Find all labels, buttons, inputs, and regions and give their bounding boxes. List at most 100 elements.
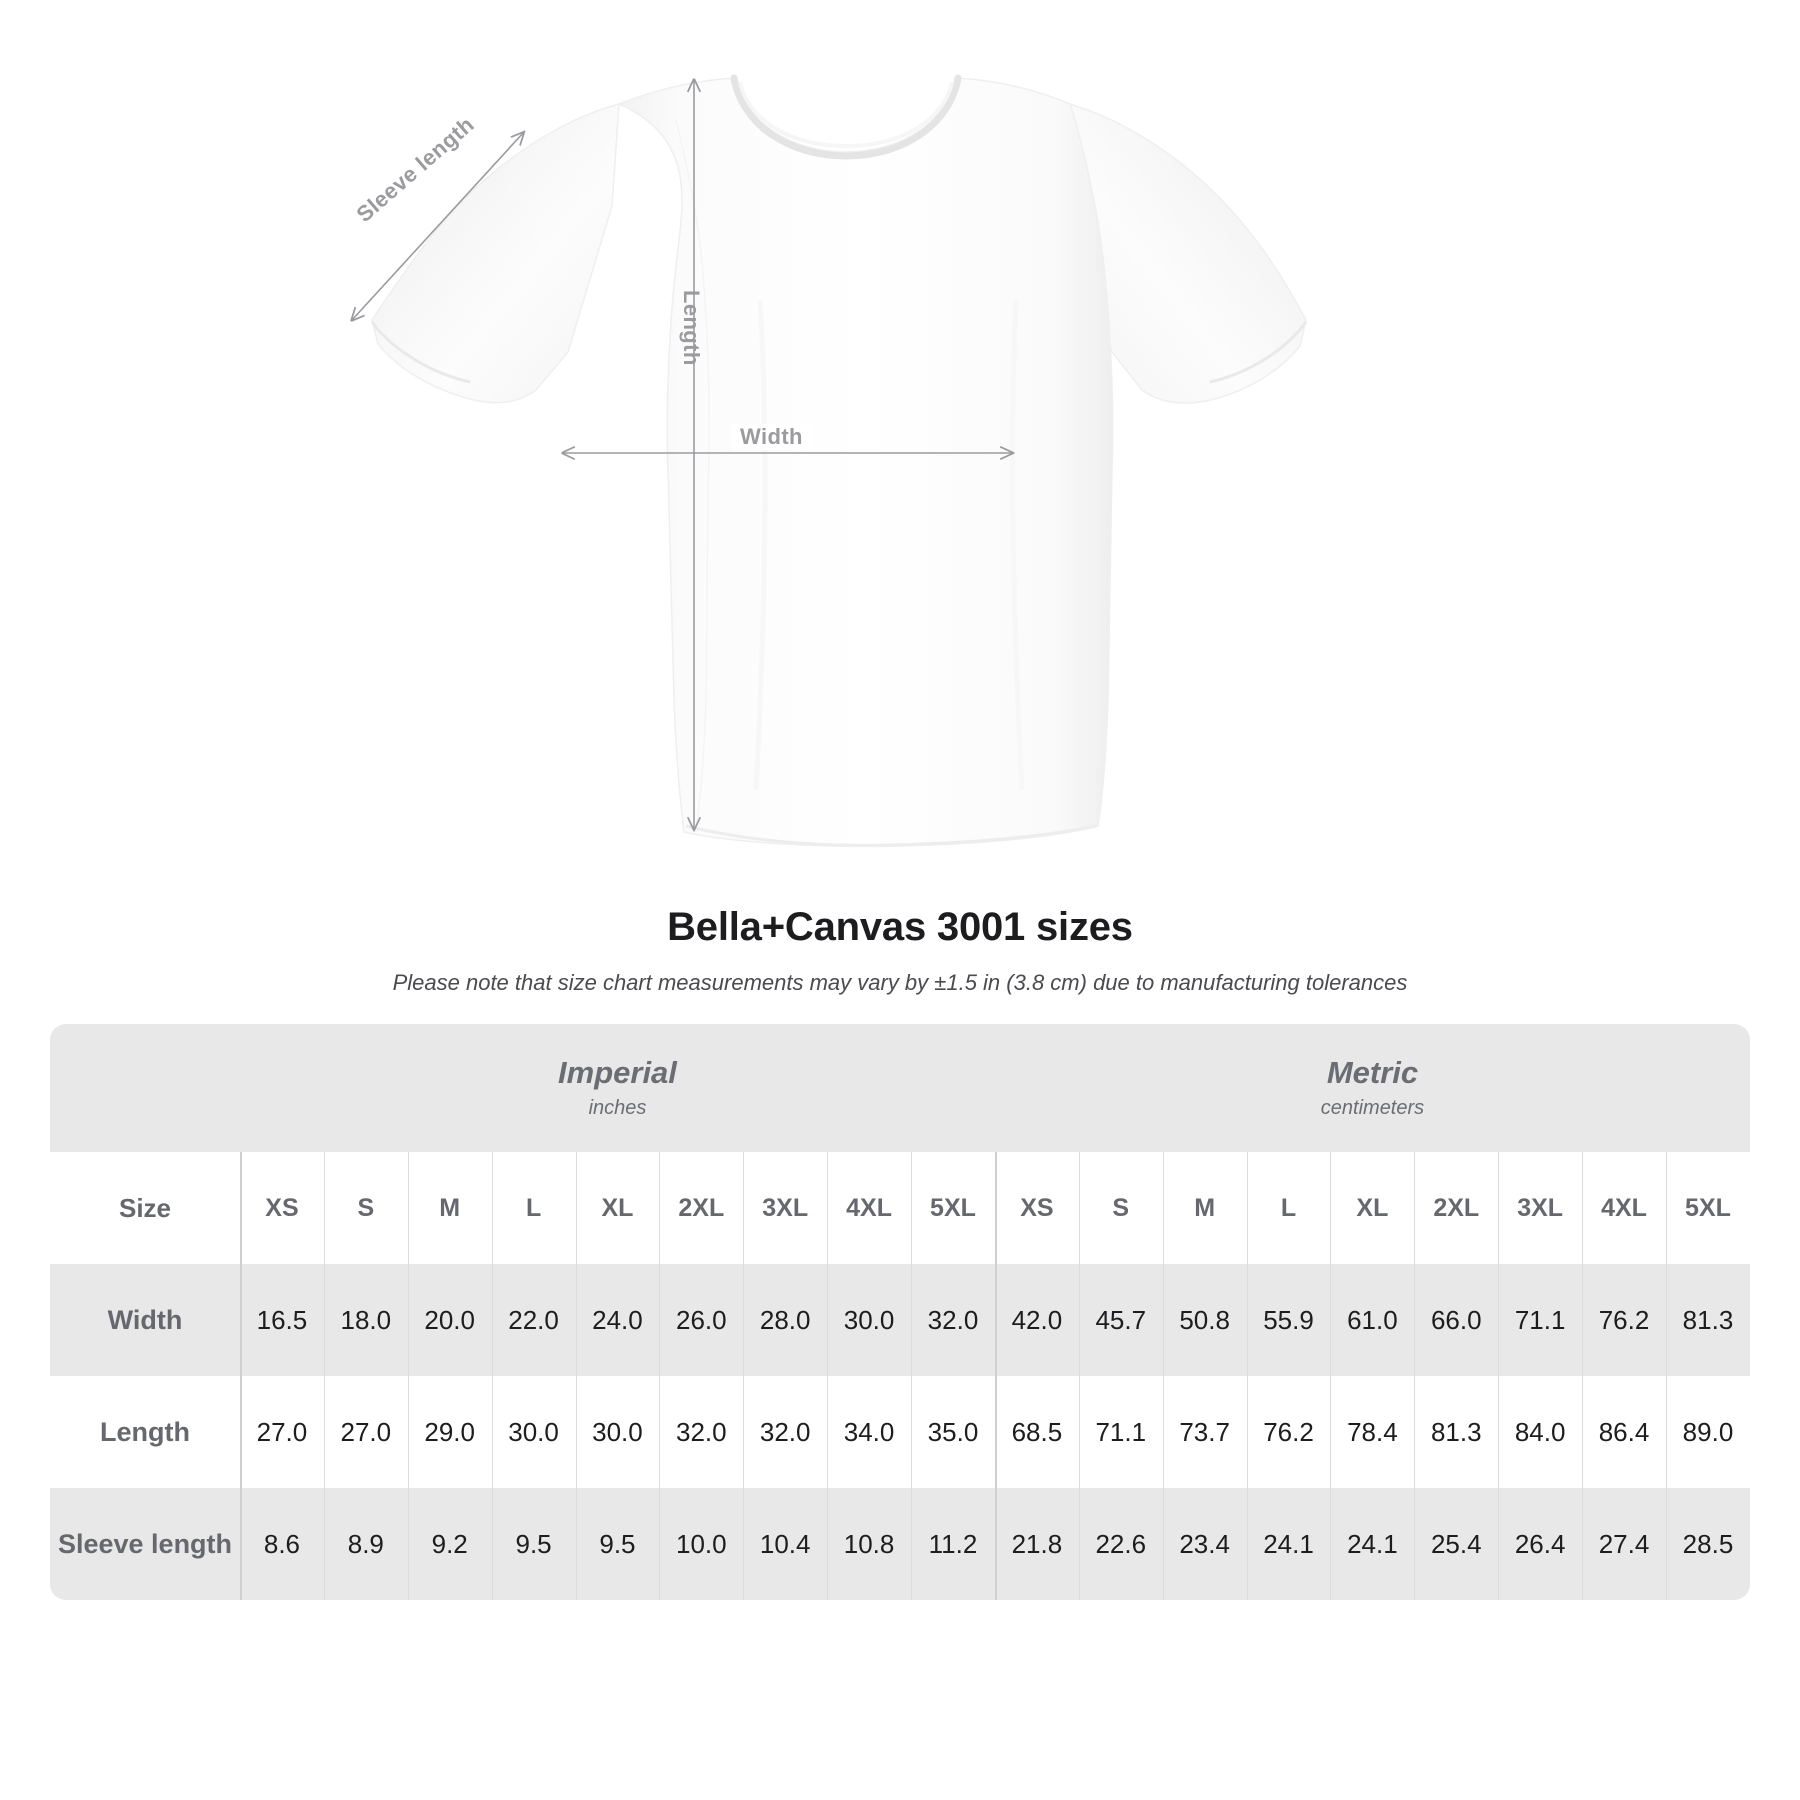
tshirt-illustration-svg [0, 74, 1308, 848]
cell-length-2xl-imperial: 32.0 [659, 1376, 744, 1488]
cell-sleeve-length-xs-metric: 21.8 [994, 1488, 1079, 1600]
cell-sleeve-length-3xl-metric: 26.4 [1498, 1488, 1583, 1600]
cell-sleeve-length-4xl-metric: 27.4 [1582, 1488, 1666, 1600]
size-header-m-imperial: M [407, 1152, 492, 1264]
cell-sleeve-length-2xl-metric: 25.4 [1414, 1488, 1499, 1600]
cell-length-4xl-metric: 86.4 [1582, 1376, 1666, 1488]
unit-group-name: Imperial [558, 1055, 677, 1091]
cell-sleeve-length-5xl-imperial: 11.2 [911, 1488, 995, 1600]
size-header-3xl-imperial: 3XL [743, 1152, 828, 1264]
size-header-xs-imperial: XS [240, 1152, 324, 1264]
cell-sleeve-length-s-imperial: 8.9 [323, 1488, 408, 1600]
cell-length-5xl-imperial: 35.0 [911, 1376, 995, 1488]
size-header-label: Size [50, 1152, 241, 1264]
cell-sleeve-length-5xl-metric: 28.5 [1665, 1488, 1750, 1600]
cell-length-5xl-metric: 89.0 [1665, 1376, 1750, 1488]
size-header-m-metric: M [1162, 1152, 1247, 1264]
cell-width-3xl-imperial: 28.0 [743, 1264, 828, 1376]
cell-width-xs-imperial: 16.5 [240, 1264, 324, 1376]
cell-sleeve-length-l-imperial: 9.5 [491, 1488, 576, 1600]
cell-sleeve-length-xs-imperial: 8.6 [240, 1488, 324, 1600]
size-header-5xl-metric: 5XL [1665, 1152, 1750, 1264]
cell-width-2xl-metric: 66.0 [1414, 1264, 1499, 1376]
table-row: Sleeve length 8.6 8.9 9.2 9.5 9.5 10.0 10.4 10.8… [50, 1488, 1750, 1600]
size-header-s-imperial: S [323, 1152, 408, 1264]
cell-width-2xl-imperial: 26.0 [659, 1264, 744, 1376]
tshirt-shape [370, 74, 1308, 848]
row-label-width: Width [50, 1264, 241, 1376]
cell-length-4xl-imperial: 34.0 [827, 1376, 912, 1488]
unit-header-spacer [50, 1024, 241, 1152]
cell-width-5xl-imperial: 32.0 [911, 1264, 995, 1376]
cell-length-2xl-metric: 81.3 [1414, 1376, 1499, 1488]
cell-width-s-metric: 45.7 [1078, 1264, 1163, 1376]
cell-sleeve-length-l-metric: 24.1 [1246, 1488, 1331, 1600]
cell-width-m-imperial: 20.0 [407, 1264, 492, 1376]
cell-length-xs-metric: 68.5 [994, 1376, 1079, 1488]
cell-length-xl-imperial: 30.0 [575, 1376, 660, 1488]
table-row: Length 27.0 27.0 29.0 30.0 30.0 32.0 32.0 34.0 35… [50, 1376, 1750, 1488]
cell-width-5xl-metric: 81.3 [1665, 1264, 1750, 1376]
size-header-3xl-metric: 3XL [1498, 1152, 1583, 1264]
cell-length-l-metric: 76.2 [1246, 1376, 1331, 1488]
cell-width-l-metric: 55.9 [1246, 1264, 1331, 1376]
size-table: Imperial inches Metric centimeters Size XS S M L… [50, 1024, 1750, 1600]
size-header-l-imperial: L [491, 1152, 576, 1264]
width-label: Width [731, 424, 812, 450]
row-label-length: Length [50, 1376, 241, 1488]
unit-group-imperial: Imperial inches [240, 1024, 995, 1152]
cell-width-4xl-metric: 76.2 [1582, 1264, 1666, 1376]
unit-group-metric: Metric centimeters [994, 1024, 1750, 1152]
length-label: Length [679, 290, 704, 366]
unit-group-unit: centimeters [1320, 1096, 1425, 1119]
cell-length-xl-metric: 78.4 [1330, 1376, 1415, 1488]
page-title: Bella+Canvas 3001 sizes [667, 905, 1133, 949]
size-header-5xl-imperial: 5XL [911, 1152, 995, 1264]
unit-header-row: Imperial inches Metric centimeters [50, 1024, 1750, 1152]
size-header-xl-metric: XL [1330, 1152, 1415, 1264]
cell-width-xl-imperial: 24.0 [575, 1264, 660, 1376]
unit-group-name: Metric [1326, 1055, 1419, 1091]
size-header-row: Size XS S M L XL 2XL 3XL 4XL 5XL XS S M L XL 2XL 3XL 4XL 5… [50, 1152, 1750, 1264]
size-header-xl-imperial: XL [575, 1152, 660, 1264]
cell-sleeve-length-s-metric: 22.6 [1078, 1488, 1163, 1600]
size-header-l-metric: L [1246, 1152, 1331, 1264]
cell-length-l-imperial: 30.0 [491, 1376, 576, 1488]
size-header-2xl-imperial: 2XL [659, 1152, 744, 1264]
size-header-4xl-imperial: 4XL [827, 1152, 912, 1264]
cell-width-s-imperial: 18.0 [323, 1264, 408, 1376]
cell-sleeve-length-m-imperial: 9.2 [407, 1488, 492, 1600]
cell-width-xl-metric: 61.0 [1330, 1264, 1415, 1376]
cell-sleeve-length-2xl-imperial: 10.0 [659, 1488, 744, 1600]
cell-length-m-imperial: 29.0 [407, 1376, 492, 1488]
cell-sleeve-length-m-metric: 23.4 [1162, 1488, 1247, 1600]
cell-length-s-metric: 71.1 [1078, 1376, 1163, 1488]
size-table-wrap: Imperial inches Metric centimeters Size XS S M L… [50, 1024, 1750, 1600]
sleeve-length-arrow [352, 132, 524, 320]
measurement-guides [352, 80, 1013, 830]
tshirt-diagram: Sleeve length Length Width [0, 74, 1308, 848]
cell-width-3xl-metric: 71.1 [1498, 1264, 1583, 1376]
row-label-sleeve-length: Sleeve length [50, 1488, 241, 1600]
cell-length-3xl-metric: 84.0 [1498, 1376, 1583, 1488]
table-row: Width 16.5 18.0 20.0 22.0 24.0 26.0 28.0 30.0 32.… [50, 1264, 1750, 1376]
cell-sleeve-length-4xl-imperial: 10.8 [827, 1488, 912, 1600]
cell-length-s-imperial: 27.0 [323, 1376, 408, 1488]
size-header-4xl-metric: 4XL [1582, 1152, 1666, 1264]
unit-group-unit: inches [588, 1096, 647, 1119]
size-header-2xl-metric: 2XL [1414, 1152, 1499, 1264]
cell-width-l-imperial: 22.0 [491, 1264, 576, 1376]
cell-length-xs-imperial: 27.0 [240, 1376, 324, 1488]
size-header-xs-metric: XS [994, 1152, 1079, 1264]
cell-length-3xl-imperial: 32.0 [743, 1376, 828, 1488]
cell-width-xs-metric: 42.0 [994, 1264, 1079, 1376]
title-block: Bella+Canvas 3001 sizes Please note that… [0, 905, 1800, 996]
cell-sleeve-length-xl-imperial: 9.5 [575, 1488, 660, 1600]
cell-sleeve-length-3xl-imperial: 10.4 [743, 1488, 828, 1600]
cell-length-m-metric: 73.7 [1162, 1376, 1247, 1488]
cell-width-4xl-imperial: 30.0 [827, 1264, 912, 1376]
cell-sleeve-length-xl-metric: 24.1 [1330, 1488, 1415, 1600]
tolerance-note: Please note that size chart measurements… [392, 970, 1408, 995]
cell-width-m-metric: 50.8 [1162, 1264, 1247, 1376]
